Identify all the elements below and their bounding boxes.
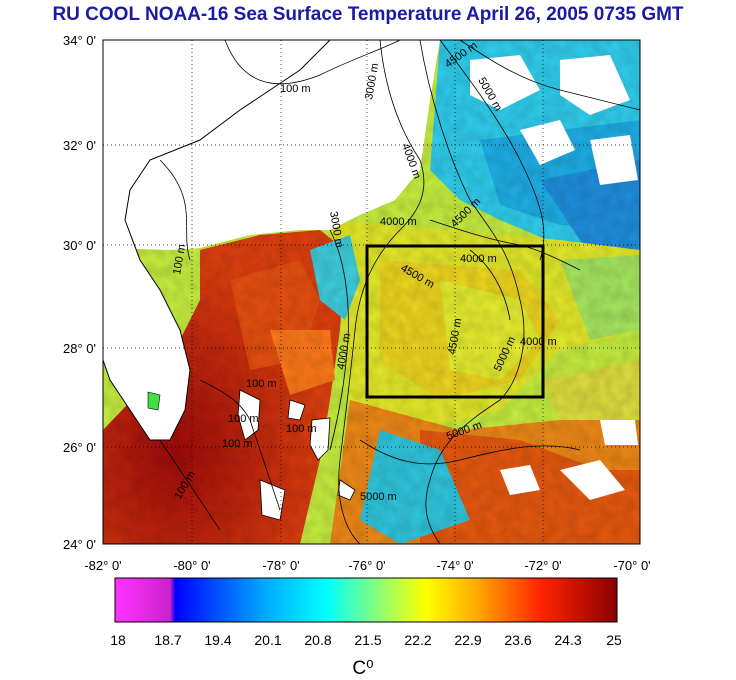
study-area-box bbox=[365, 244, 545, 399]
colorbar-tick-label: 22.9 bbox=[454, 632, 481, 648]
colorbar-tick-label: 22.2 bbox=[404, 632, 431, 648]
lat-tick-label: 26° 0' bbox=[63, 440, 96, 455]
contour-label: 5000 m bbox=[360, 491, 397, 503]
sst-raster bbox=[103, 40, 640, 544]
colorbar-tick-label: 19.4 bbox=[204, 632, 231, 648]
lat-tick-label: 28° 0' bbox=[63, 341, 96, 356]
lon-tick-label: -74° 0' bbox=[436, 558, 473, 573]
contour-label: 4000 m bbox=[520, 336, 557, 348]
depth-contours bbox=[159, 40, 640, 544]
colorbar-tick-label: 20.8 bbox=[304, 632, 331, 648]
colorbar-ticks: 18 18.7 19.4 20.1 20.8 21.5 22.2 22.9 23… bbox=[110, 632, 622, 648]
lon-tick-label: -70° 0' bbox=[613, 558, 650, 573]
contour-label: 100 m bbox=[228, 413, 259, 425]
lat-tick-label: 24° 0' bbox=[63, 537, 96, 552]
colorbar-tick-label: 25 bbox=[606, 632, 622, 648]
lon-tick-label: -80° 0' bbox=[173, 558, 210, 573]
colorbar-gradient bbox=[114, 577, 618, 623]
contour-label: 4000 m bbox=[380, 216, 417, 228]
page-title: RU COOL NOAA-16 Sea Surface Temperature … bbox=[52, 4, 684, 25]
colorbar-tick-label: 20.1 bbox=[254, 632, 281, 648]
lon-tick-label: -78° 0' bbox=[262, 558, 299, 573]
lat-tick-label: 34° 0' bbox=[63, 33, 96, 48]
colorbar-tick-label: 24.3 bbox=[554, 632, 581, 648]
latitude-axis: 34° 0' 32° 0' 30° 0' 28° 0' 26° 0' 24° 0… bbox=[63, 33, 96, 552]
lon-tick-label: -76° 0' bbox=[348, 558, 385, 573]
lon-tick-label: -82° 0' bbox=[84, 558, 121, 573]
contour-label: 100 m bbox=[286, 423, 317, 435]
contour-label: 100 m bbox=[171, 243, 188, 275]
colorbar-tick-label: 21.5 bbox=[354, 632, 381, 648]
lat-tick-label: 30° 0' bbox=[63, 238, 96, 253]
contour-label: 100 m bbox=[246, 378, 277, 390]
lon-tick-label: -72° 0' bbox=[524, 558, 561, 573]
lat-tick-label: 32° 0' bbox=[63, 138, 96, 153]
colorbar-unit-label: C⁰ bbox=[352, 658, 373, 679]
contour-label: 100 m bbox=[280, 83, 311, 95]
contour-label: 100 m bbox=[222, 438, 253, 450]
contour-label: 4000 m bbox=[460, 253, 497, 265]
map-frame bbox=[102, 39, 641, 545]
colorbar bbox=[114, 577, 618, 623]
colorbar-tick-label: 23.6 bbox=[504, 632, 531, 648]
longitude-axis: -82° 0' -80° 0' -78° 0' -76° 0' -74° 0' … bbox=[84, 558, 650, 573]
colorbar-tick-label: 18.7 bbox=[154, 632, 181, 648]
colorbar-tick-label: 18 bbox=[110, 632, 126, 648]
